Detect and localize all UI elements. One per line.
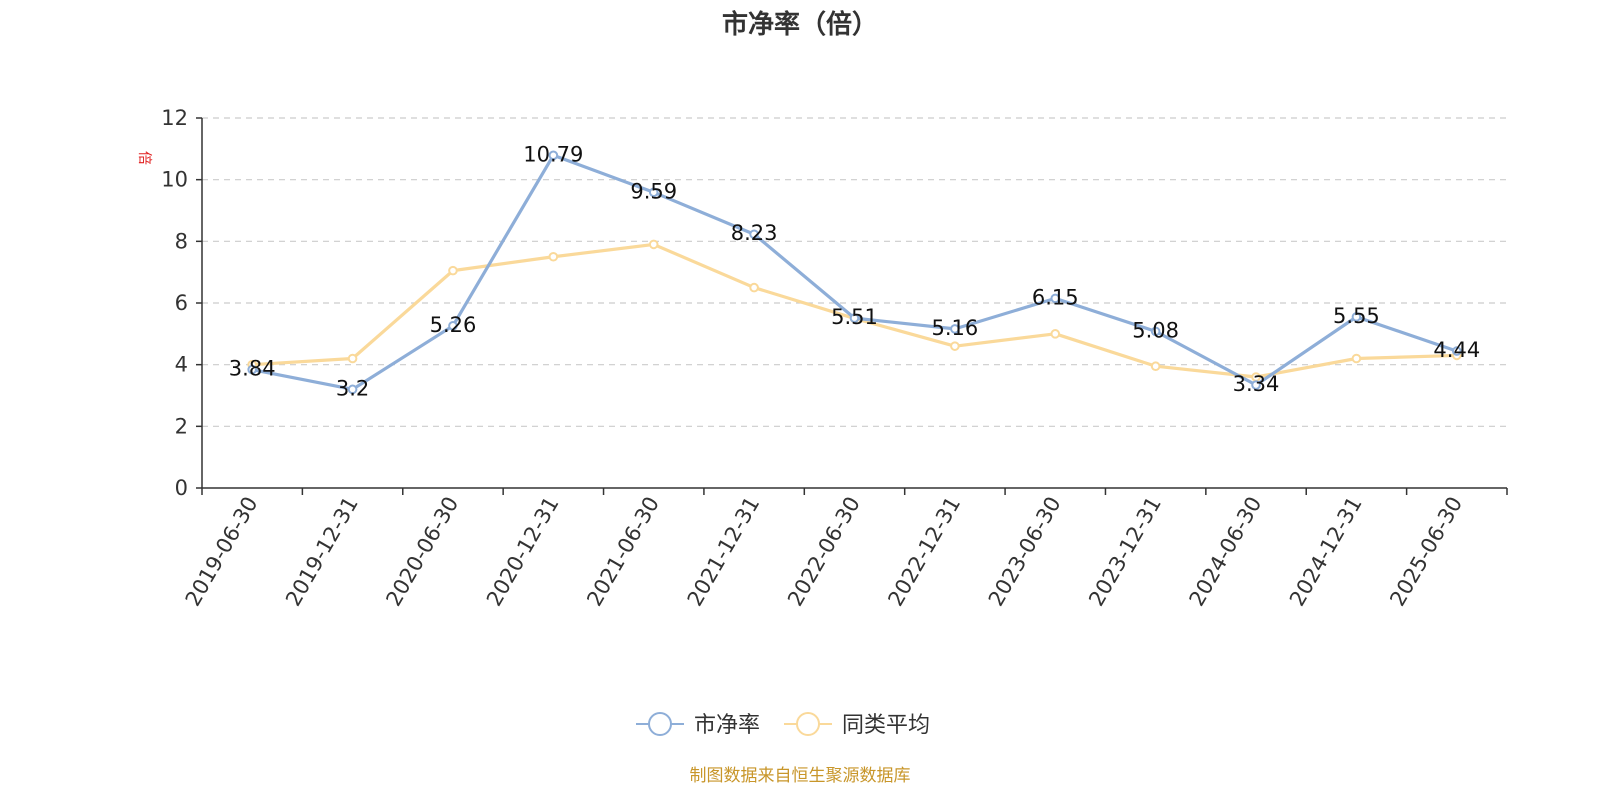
data-label: 5.51 — [831, 305, 878, 329]
data-label: 5.08 — [1132, 318, 1179, 342]
series-point — [247, 364, 257, 375]
series-point — [749, 282, 759, 293]
y-tick-label: 2 — [175, 414, 188, 438]
x-tick-label: 2020-06-30 — [381, 493, 463, 611]
series-point — [448, 321, 458, 331]
chart-title: 市净率（倍） — [722, 9, 878, 40]
legend-circle-icon — [796, 712, 820, 736]
legend-item[interactable]: 同类平均 — [784, 712, 930, 738]
data-label: 5.55 — [1333, 304, 1380, 328]
series-lines — [247, 150, 1462, 395]
x-tick-label: 2025-06-30 — [1385, 493, 1467, 611]
series-point — [1251, 380, 1261, 390]
series-point — [950, 341, 960, 351]
x-tick-label: 2023-06-30 — [984, 493, 1066, 611]
y-tick-label: 6 — [175, 291, 188, 315]
series-point — [347, 384, 358, 395]
data-label: 5.26 — [430, 313, 477, 337]
data-label: 3.2 — [336, 376, 369, 400]
legend-label: 市净率 — [694, 713, 760, 738]
series-point — [749, 229, 759, 240]
legend-label: 同类平均 — [842, 713, 930, 738]
y-tick-label: 4 — [175, 353, 188, 377]
x-tick-label: 2022-12-31 — [883, 493, 965, 611]
series-point — [648, 239, 659, 250]
data-label: 8.23 — [731, 221, 778, 245]
y-axis-unit-label: 倍 — [136, 151, 152, 165]
series-point — [548, 150, 559, 161]
x-tick-label: 2019-12-31 — [281, 493, 363, 611]
data-label: 3.34 — [1233, 372, 1280, 396]
y-tick-label: 12 — [161, 106, 188, 130]
x-tick-label: 2020-12-31 — [482, 493, 564, 611]
data-labels: 3.84 3.2 5.26 10.79 9.59 8.23 5.51 5.16 6.15 5.08… — [229, 142, 1480, 400]
series-point — [849, 313, 860, 323]
series-point — [448, 265, 458, 276]
grid-lines — [202, 117, 1507, 427]
legend-circle-icon — [648, 712, 672, 736]
series-line — [251, 153, 1458, 391]
series-point — [1050, 293, 1061, 304]
x-tick-label: 2024-12-31 — [1285, 493, 1367, 611]
series-point — [1452, 346, 1462, 356]
y-tick-label: 8 — [175, 229, 188, 253]
data-source-note: 制图数据来自恒生聚源数据库 — [690, 766, 911, 786]
data-label: 3.84 — [229, 357, 276, 381]
series-point — [648, 187, 659, 198]
x-tick-label: 2023-12-31 — [1084, 493, 1166, 611]
y-tick-label: 0 — [175, 476, 188, 500]
x-tick-label: 2021-12-31 — [683, 493, 765, 611]
x-tick-label: 2022-06-30 — [783, 493, 865, 611]
series-point — [1050, 329, 1061, 339]
data-label: 4.44 — [1433, 338, 1480, 362]
data-label: 5.16 — [932, 316, 979, 340]
series-point — [1351, 353, 1362, 364]
x-tick-label: 2021-06-30 — [582, 493, 664, 611]
data-label: 10.79 — [523, 142, 583, 166]
data-label: 6.15 — [1032, 285, 1079, 309]
legend-item[interactable]: 市净率 — [636, 712, 760, 738]
x-tick-label: 2019-06-30 — [181, 493, 263, 611]
series-point — [1150, 361, 1161, 372]
y-tick-label: 10 — [161, 168, 188, 192]
series-point — [347, 353, 358, 364]
series-point — [1150, 326, 1161, 337]
series-point — [548, 251, 559, 262]
x-tick-label: 2024-06-30 — [1185, 493, 1267, 611]
legend[interactable]: 市净率 同类平均 — [636, 712, 930, 738]
data-label: 9.59 — [630, 179, 677, 203]
series-point — [950, 324, 960, 334]
series-point — [1351, 312, 1362, 322]
